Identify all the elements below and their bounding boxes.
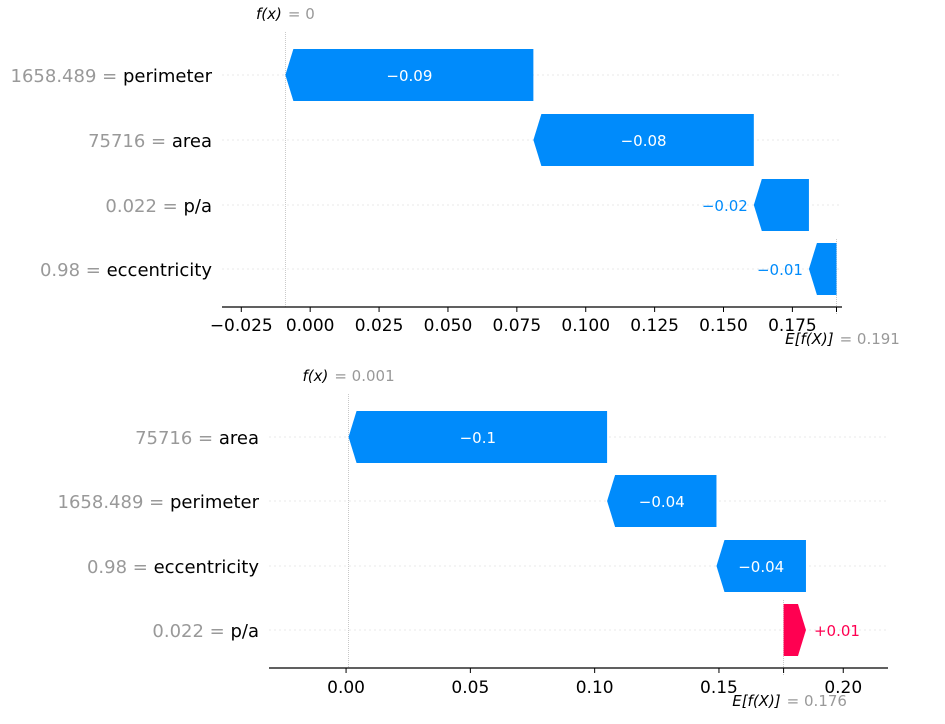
x-tick-label: 0.10 xyxy=(576,678,614,698)
feature-value: 75716 = xyxy=(88,131,172,152)
ef-value: = 0.191 xyxy=(840,330,900,348)
feature-value: 0.022 = xyxy=(152,621,230,642)
x-tick-label: 0.125 xyxy=(630,316,679,336)
waterfall-chart-1: f(x) = 0 E[f(X)] = 0.191 −0.09 1658.489 = per… xyxy=(11,5,900,348)
bar-value-label: −0.04 xyxy=(639,493,685,511)
x-tick-label: 0.050 xyxy=(424,316,473,336)
feature-label: 1658.489 = perimeter xyxy=(58,492,260,513)
feature-label: 0.98 = eccentricity xyxy=(40,260,212,281)
fx-label: f(x) xyxy=(302,367,328,385)
ef-label: E[f(X)] xyxy=(785,330,834,348)
contribution-bar-area xyxy=(348,411,608,463)
fx-label: f(x) xyxy=(256,5,282,23)
feature-label: 0.022 = p/a xyxy=(152,621,259,642)
x-tick-label: 0.100 xyxy=(561,316,610,336)
x-tick-label: 0.20 xyxy=(824,678,862,698)
x-tick-label: −0.025 xyxy=(210,316,273,336)
feature-label: 75716 = area xyxy=(135,428,259,449)
bar-value-label: −0.02 xyxy=(702,197,748,215)
bar-value-label: −0.01 xyxy=(757,261,803,279)
feature-name: eccentricity xyxy=(107,260,213,281)
fx-annotation: f(x) = 0 xyxy=(256,5,315,23)
bar-value-label: +0.01 xyxy=(814,622,860,640)
x-tick-label: 0.175 xyxy=(768,316,817,336)
feature-label: 0.022 = p/a xyxy=(105,196,212,217)
feature-value: 75716 = xyxy=(135,428,219,449)
feature-label: 75716 = area xyxy=(88,131,212,152)
feature-value: 1658.489 = xyxy=(58,492,170,513)
feature-name: eccentricity xyxy=(154,557,260,578)
bar-value-label: −0.08 xyxy=(621,132,667,150)
feature-label: 0.98 = eccentricity xyxy=(87,557,259,578)
fx-value: = 0 xyxy=(288,5,315,23)
fx-annotation: f(x) = 0.001 xyxy=(302,367,394,385)
feature-name: area xyxy=(172,131,212,152)
expected-value-annotation: E[f(X)] = 0.191 xyxy=(785,330,900,348)
feature-name: p/a xyxy=(183,196,212,217)
x-tick-label: 0.15 xyxy=(700,678,738,698)
contribution-bar-pa xyxy=(753,179,809,231)
feature-name: p/a xyxy=(230,621,259,642)
contribution-bar-eccentricity xyxy=(808,243,837,295)
feature-value: 0.98 = xyxy=(40,260,107,281)
ef-label: E[f(X)] xyxy=(732,692,781,710)
feature-value: 0.98 = xyxy=(87,557,154,578)
feature-label: 1658.489 = perimeter xyxy=(11,66,213,87)
ef-value: = 0.176 xyxy=(787,692,847,710)
x-tick-label: 0.000 xyxy=(286,316,335,336)
feature-name: perimeter xyxy=(123,66,213,87)
expected-value-annotation: E[f(X)] = 0.176 xyxy=(732,692,847,710)
contribution-bar-pa xyxy=(783,604,806,656)
contribution-bar-perimeter xyxy=(607,475,717,527)
bar-value-label: −0.09 xyxy=(386,67,432,85)
x-tick-label: 0.075 xyxy=(493,316,542,336)
waterfall-chart-2: f(x) = 0.001 E[f(X)] = 0.176 −0.1 75716 = are… xyxy=(58,367,888,710)
feature-name: area xyxy=(219,428,259,449)
bar-value-label: −0.1 xyxy=(460,429,496,447)
contribution-bar-perimeter xyxy=(285,49,534,101)
feature-value: 0.022 = xyxy=(105,196,183,217)
x-tick-label: 0.05 xyxy=(451,678,489,698)
feature-value: 1658.489 = xyxy=(11,66,123,87)
x-tick-label: 0.025 xyxy=(355,316,404,336)
fx-value: = 0.001 xyxy=(334,367,394,385)
feature-name: perimeter xyxy=(170,492,260,513)
contribution-bar-eccentricity xyxy=(716,540,806,592)
x-tick-label: 0.150 xyxy=(699,316,748,336)
bar-value-label: −0.04 xyxy=(738,558,784,576)
contribution-bar-area xyxy=(533,114,754,166)
x-tick-label: 0.00 xyxy=(327,678,365,698)
